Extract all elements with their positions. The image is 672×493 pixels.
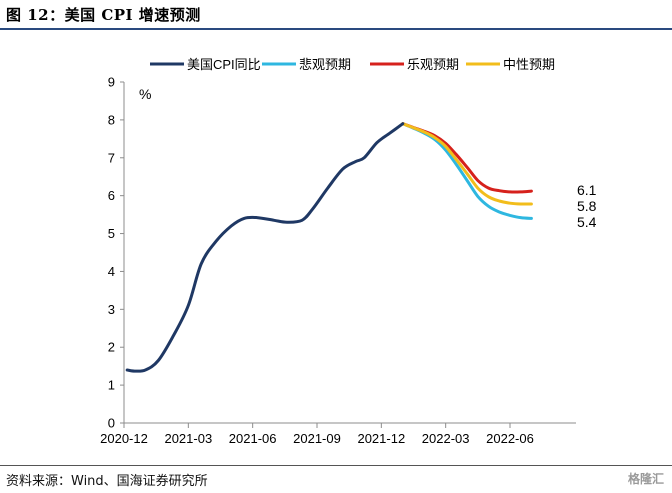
figure-title: 图 12：美国 CPI 增速预测 bbox=[6, 6, 201, 24]
y-tick-label: 1 bbox=[108, 378, 115, 393]
end-value-label: 5.8 bbox=[577, 198, 597, 214]
chart-series bbox=[125, 122, 533, 373]
end-value-label: 5.4 bbox=[577, 214, 597, 230]
x-tick-label: 2021-09 bbox=[293, 431, 341, 446]
series-line-actual bbox=[125, 122, 405, 373]
x-tick-label: 2022-03 bbox=[422, 431, 470, 446]
watermark-logo: 格隆汇 bbox=[627, 472, 664, 486]
footer-divider bbox=[0, 465, 672, 466]
y-tick-label: 3 bbox=[108, 302, 115, 317]
y-tick-label: 6 bbox=[108, 188, 115, 203]
y-tick-label: 0 bbox=[108, 416, 115, 431]
legend-item-optimistic: 乐观预期 bbox=[370, 57, 459, 72]
source-note: 资料来源：Wind、国海证券研究所 bbox=[6, 474, 208, 489]
y-tick-label: 7 bbox=[108, 150, 115, 165]
x-tick-label: 2021-06 bbox=[229, 431, 277, 446]
x-tick-label: 2022-06 bbox=[486, 431, 534, 446]
x-tick-label: 2021-12 bbox=[357, 431, 405, 446]
legend-item-pessimistic: 悲观预期 bbox=[262, 57, 351, 72]
legend-label: 悲观预期 bbox=[299, 57, 351, 72]
legend-label: 中性预期 bbox=[503, 57, 555, 72]
x-tick-label: 2021-03 bbox=[164, 431, 212, 446]
chart-legend: 美国CPI同比 悲观预期 乐观预期 中性预期 bbox=[150, 57, 555, 72]
y-tick-label: 8 bbox=[108, 112, 115, 127]
x-tick-label: 2020-12 bbox=[100, 431, 148, 446]
title-divider bbox=[0, 28, 672, 30]
y-axis-unit: % bbox=[139, 86, 151, 102]
y-tick-label: 9 bbox=[108, 75, 115, 90]
y-tick-label: 2 bbox=[108, 340, 115, 355]
end-value-labels: 6.15.85.4 bbox=[577, 182, 597, 230]
y-tick-label: 4 bbox=[108, 264, 115, 279]
chart-axes: 0 1 2 3 4 5 6 7 8 9 2020-12 2021-03 2021-06 2021-09 20… bbox=[100, 75, 576, 446]
legend-label: 乐观预期 bbox=[407, 57, 459, 72]
legend-item-actual: 美国CPI同比 bbox=[150, 57, 261, 72]
y-tick-label: 5 bbox=[108, 226, 115, 241]
legend-item-neutral: 中性预期 bbox=[466, 57, 555, 72]
legend-label: 美国CPI同比 bbox=[187, 57, 261, 72]
series-line-neutral bbox=[401, 122, 533, 206]
end-value-label: 6.1 bbox=[577, 182, 597, 198]
